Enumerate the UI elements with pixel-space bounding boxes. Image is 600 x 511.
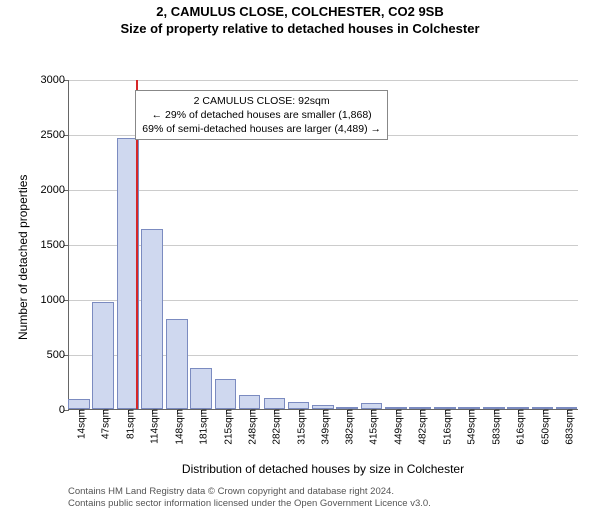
xtick-label: 315sqm bbox=[290, 409, 307, 445]
xtick-label: 349sqm bbox=[315, 409, 332, 445]
y-axis-label: Number of detached properties bbox=[16, 175, 30, 340]
histogram-bar bbox=[166, 319, 188, 409]
xtick-label: 583sqm bbox=[485, 409, 502, 445]
xtick-label: 114sqm bbox=[144, 409, 161, 444]
xtick-label: 449sqm bbox=[388, 409, 405, 445]
attribution-line1: Contains HM Land Registry data © Crown c… bbox=[68, 486, 431, 498]
xtick-label: 81sqm bbox=[120, 409, 137, 439]
histogram-bar bbox=[141, 229, 163, 409]
xtick-label: 616sqm bbox=[509, 409, 526, 445]
ytick-label: 500 bbox=[47, 349, 69, 361]
annotation-line: 69% of semi-detached houses are larger (… bbox=[142, 122, 381, 136]
annotation-box: 2 CAMULUS CLOSE: 92sqm← 29% of detached … bbox=[135, 90, 388, 141]
xtick-label: 248sqm bbox=[241, 409, 258, 445]
xtick-label: 650sqm bbox=[534, 409, 551, 445]
histogram-bar bbox=[288, 402, 310, 409]
xtick-label: 215sqm bbox=[217, 409, 234, 445]
xtick-label: 549sqm bbox=[460, 409, 477, 445]
annotation-line: ← 29% of detached houses are smaller (1,… bbox=[142, 108, 381, 122]
histogram-bar bbox=[92, 302, 114, 409]
ytick-label: 3000 bbox=[41, 74, 69, 86]
histogram-bar bbox=[239, 395, 261, 409]
histogram-bar bbox=[215, 379, 237, 409]
xtick-label: 148sqm bbox=[168, 409, 185, 445]
gridline bbox=[69, 80, 578, 81]
xtick-label: 415sqm bbox=[363, 409, 380, 445]
ytick-label: 2000 bbox=[41, 184, 69, 196]
histogram-bar bbox=[190, 368, 212, 409]
histogram-bar bbox=[68, 399, 90, 409]
annotation-line: 2 CAMULUS CLOSE: 92sqm bbox=[142, 94, 381, 108]
xtick-label: 282sqm bbox=[266, 409, 283, 445]
ytick-label: 1000 bbox=[41, 294, 69, 306]
xtick-label: 482sqm bbox=[412, 409, 429, 445]
page-subtitle: Size of property relative to detached ho… bbox=[0, 21, 600, 36]
xtick-label: 181sqm bbox=[192, 409, 209, 445]
attribution-text: Contains HM Land Registry data © Crown c… bbox=[68, 486, 431, 511]
ytick-label: 2500 bbox=[41, 129, 69, 141]
xtick-label: 47sqm bbox=[95, 409, 112, 439]
ytick-label: 1500 bbox=[41, 239, 69, 251]
gridline bbox=[69, 190, 578, 191]
plot-area: 05001000150020002500300014sqm47sqm81sqm1… bbox=[68, 80, 578, 410]
attribution-line2: Contains public sector information licen… bbox=[68, 498, 431, 510]
xtick-label: 683sqm bbox=[558, 409, 575, 445]
xtick-label: 14sqm bbox=[71, 409, 88, 439]
page-title: 2, CAMULUS CLOSE, COLCHESTER, CO2 9SB bbox=[0, 4, 600, 19]
xtick-label: 382sqm bbox=[339, 409, 356, 445]
x-axis-label: Distribution of detached houses by size … bbox=[68, 462, 578, 476]
histogram-bar bbox=[264, 398, 286, 409]
xtick-label: 516sqm bbox=[436, 409, 453, 445]
